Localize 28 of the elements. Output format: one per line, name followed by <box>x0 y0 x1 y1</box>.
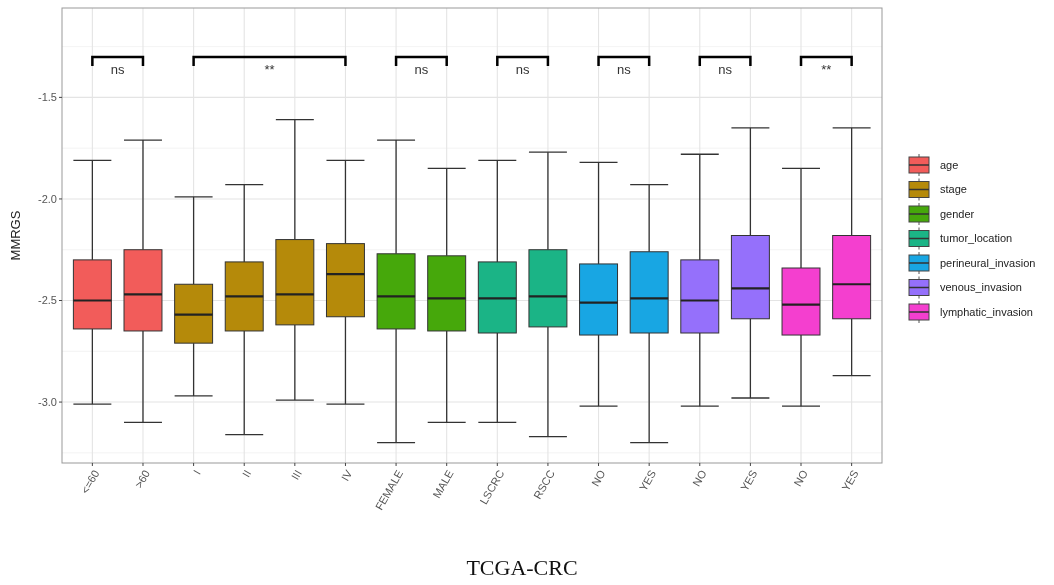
y-axis-title: MMRGS <box>8 210 23 261</box>
legend-label: lymphatic_invasion <box>940 305 1033 318</box>
legend-label: age <box>940 158 959 171</box>
legend-label: tumor_location <box>940 232 1013 245</box>
legend-label: venous_invasion <box>940 281 1022 294</box>
x-tick-label: II <box>239 467 254 480</box>
x-tick-label: III <box>288 467 304 482</box>
x-tick-label: NO <box>791 467 811 489</box>
y-tick-label: -2.0 <box>38 192 57 205</box>
x-tick-label: I <box>190 467 203 477</box>
y-tick-label: -3.0 <box>38 395 57 408</box>
x-tick-label: IV <box>338 467 355 483</box>
legend-label: stage <box>940 183 967 196</box>
legend-label: perineural_invasion <box>940 256 1036 269</box>
y-tick-label: -2.5 <box>38 294 57 307</box>
y-tick-label: -1.5 <box>38 91 57 104</box>
annotation: ns <box>414 62 429 77</box>
x-tick-label: NO <box>690 467 710 489</box>
x-tick-label: NO <box>588 467 608 489</box>
legend-label: gender <box>940 207 975 220</box>
annotation: ns <box>110 62 126 77</box>
text: TCGA-CRC <box>466 555 578 580</box>
annotation: ns <box>515 62 530 77</box>
annotation: ns <box>616 62 632 77</box>
x-tick-label: >60 <box>132 467 153 491</box>
annotation: ** <box>821 62 832 77</box>
annotation: ** <box>264 62 275 77</box>
annotation: ns <box>718 62 733 77</box>
